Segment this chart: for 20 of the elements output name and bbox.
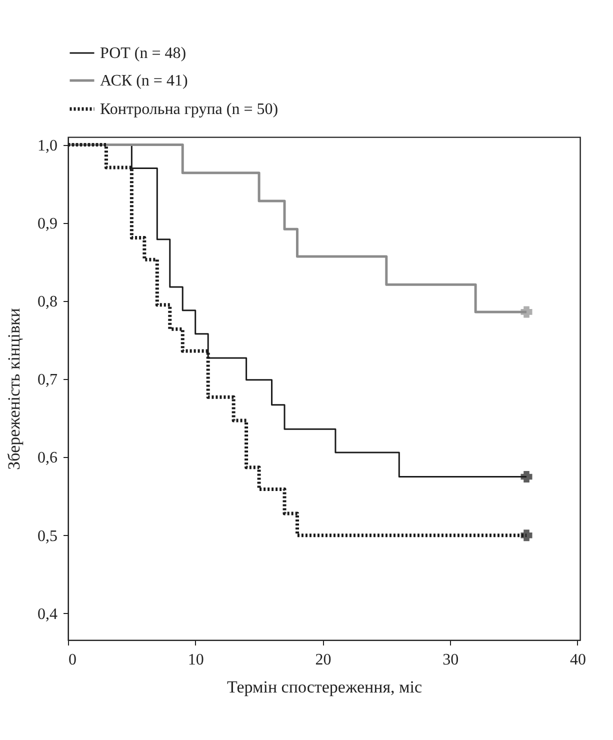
point [520, 471, 532, 482]
x-tick-label: 30 [442, 652, 459, 668]
x-tick-label: 20 [315, 652, 332, 668]
y-tick-label: 0,8 [38, 294, 58, 311]
x-tick-label: 0 [68, 652, 76, 668]
legend-label: РОТ (n = 48) [100, 45, 186, 62]
point [520, 530, 532, 542]
x-axis-title: Термін спостереження, міс [226, 678, 422, 696]
y-tick-label: 1,0 [38, 137, 58, 154]
y-tick-label: 0,9 [38, 215, 58, 232]
point [520, 306, 532, 318]
y-tick-label: 0,7 [38, 372, 58, 389]
y-axis-title: Збереженість кінцівки [4, 308, 24, 470]
legend-label: Контрольна група (n = 50) [100, 101, 278, 118]
x-tick-label: 40 [570, 652, 586, 668]
y-tick-label: 0,4 [38, 606, 58, 623]
y-tick-label: 0,5 [38, 528, 58, 545]
y-tick-label: 0,6 [38, 450, 58, 467]
x-tick-label: 10 [188, 652, 204, 668]
legend-label: АСК (n = 41) [100, 72, 188, 90]
